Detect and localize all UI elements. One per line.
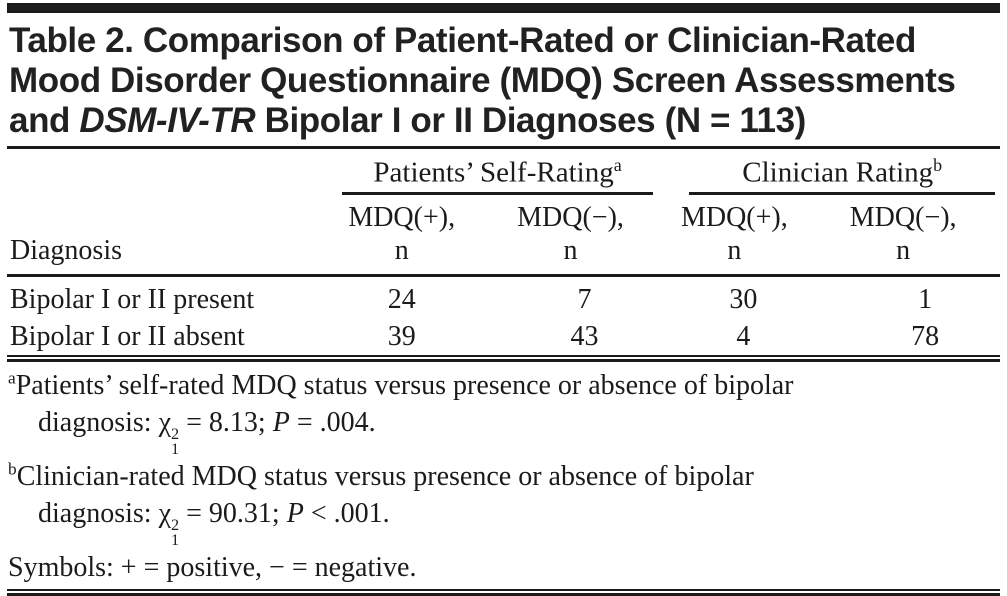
col-unit-label: n [727,234,742,266]
spanner-empty-cell [7,149,325,196]
spanner-self-rating: Patients’ Self-Ratinga [341,155,654,195]
spanner-clinician-rating: Clinician Ratingb [689,155,995,195]
col-header-clin-mdq-negative: MDQ(−), n [806,195,1000,277]
title-line-1: Table 2. Comparison of Patient-Rated or … [9,21,916,60]
title-line-3-post: Bipolar I or II Diagnoses (N = 113) [255,101,807,140]
cell-value: 78 [911,320,940,352]
title-line-2: Mood Disorder Questionnaire (MDQ) Screen… [9,61,956,100]
cell-value: 43 [570,320,599,352]
symbols-note: Symbols: + = positive, − = negative. [8,551,417,583]
cell-value: 39 [387,320,416,352]
row-label: Bipolar I or II absent [10,320,245,352]
footnote-b-cont-pre: diagnosis: [38,497,159,529]
spanner-clinician-rating-label: Clinician Rating [742,156,934,189]
footnote-a-p-value: = .004. [289,406,376,438]
cell-value: 30 [729,283,758,315]
footnote-b: bClinician-rated MDQ status versus prese… [8,458,998,549]
footnote-b-stat: = 90.31; [179,497,287,529]
col-unit-label: n [896,234,911,266]
spanner-self-rating-label: Patients’ Self-Rating [373,156,614,189]
p-label: P [272,406,290,438]
footnote-b-text: Clinician-rated MDQ status versus presen… [16,460,754,492]
chi-subscript: 1 [171,531,180,550]
chi-symbol: χ [158,406,171,438]
column-header-row: Diagnosis MDQ(+), n MDQ(−), n MDQ(+), n … [7,195,1000,277]
footnote-ref-a: a [613,155,622,175]
col-header-self-mdq-negative: MDQ(−), n [478,195,663,277]
cell-value: 4 [736,320,751,352]
footnote-a-stat: = 8.13; [179,406,273,438]
footnote-a: aPatients’ self-rated MDQ status versus … [8,367,998,458]
col-header-label: MDQ(+), [680,201,788,233]
chi-symbol: χ [158,497,171,529]
cell-value: 7 [577,283,592,315]
col-header-clin-mdq-positive: MDQ(+), n [662,195,807,277]
table-row-bipolar-absent: Bipolar I or II absent 39 43 4 78 [7,318,1000,355]
footnotes-block: aPatients’ self-rated MDQ status versus … [7,362,1000,586]
col-unit-label: n [563,234,578,266]
col-unit-label: n [394,234,409,266]
diagnosis-column-header: Diagnosis [7,195,325,277]
footnote-b-marker: b [8,459,17,479]
footnote-a-cont-pre: diagnosis: [38,406,159,438]
cell-value: 1 [918,283,933,315]
footnote-ref-b: b [933,155,943,175]
spanner-cell-self-rating: Patients’ Self-Ratinga [325,149,663,196]
col-header-label: MDQ(+), [348,201,456,233]
top-heavy-rule [7,3,1000,13]
cell-value: 24 [387,283,416,315]
footnote-b-p-value: < .001. [303,497,390,529]
table-row-bipolar-present: Bipolar I or II present 24 7 30 1 [7,275,1000,318]
title-dsm-italic: DSM-IV-TR [79,101,256,140]
mdq-comparison-table: Patients’ Self-Ratinga Clinician Ratingb… [7,149,1000,355]
chi-superscript: 2 [171,424,180,443]
p-label: P [286,497,304,529]
row-label: Bipolar I or II present [10,283,255,315]
chi-superscript: 2 [171,515,180,534]
body-footnote-divider-rule [7,354,1000,362]
title-line-3: and DSM-IV-TR Bipolar I or II Diagnoses … [9,101,998,141]
table-title: Table 2. Comparison of Patient-Rated or … [7,13,1000,146]
spanner-header-row: Patients’ Self-Ratinga Clinician Ratingb [7,149,1000,196]
table-bottom-rule [7,588,1000,596]
title-line-3-pre: and [9,101,80,140]
spanner-cell-clinician-rating: Clinician Ratingb [662,149,1000,196]
footnote-a-text: Patients’ self-rated MDQ status versus p… [15,369,794,401]
title-bottom-rule [7,146,1000,149]
chi-subscript: 1 [171,440,180,459]
col-header-self-mdq-positive: MDQ(+), n [324,195,479,277]
table-figure: Table 2. Comparison of Patient-Rated or … [0,3,1007,596]
col-header-label: MDQ(−), [849,201,957,233]
footnote-a-marker: a [8,368,16,388]
col-header-label: MDQ(−), [517,201,624,233]
